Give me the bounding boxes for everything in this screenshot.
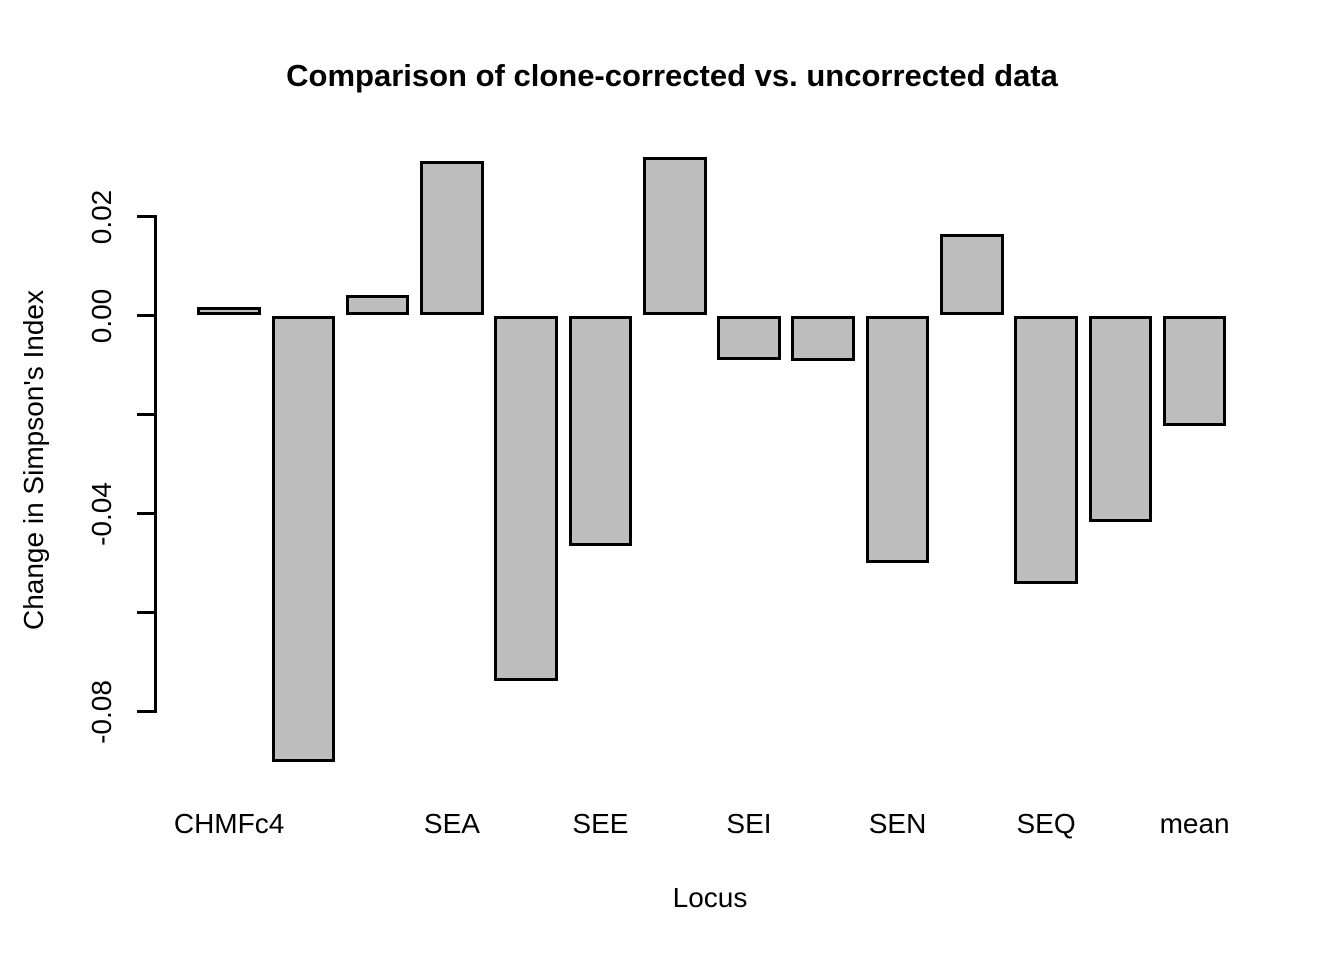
x-tick-label-SEE: SEE [572, 808, 629, 839]
y-axis-tick [137, 215, 154, 218]
y-tick-label: 0.02 [86, 189, 117, 244]
chart-title: Comparison of clone-corrected vs. uncorr… [286, 58, 1058, 93]
bar [1088, 315, 1153, 523]
y-axis-tick [137, 413, 154, 416]
x-tick-label-SEN: SEN [868, 808, 927, 839]
bar-mean [1162, 315, 1227, 426]
x-tick-label-SEQ: SEQ [1016, 808, 1076, 839]
bar [345, 294, 410, 316]
y-axis-tick [137, 611, 154, 614]
x-tick-label-SEI: SEI [726, 808, 772, 839]
x-axis-label: Locus [672, 882, 748, 913]
y-axis-tick [137, 314, 154, 317]
x-tick-label-SEA: SEA [423, 808, 480, 839]
bar [791, 315, 856, 362]
y-tick-label: 0.00 [86, 288, 117, 343]
bar-SEA [420, 161, 484, 316]
bar-SEI [717, 315, 781, 361]
y-tick-label: -0.04 [86, 481, 117, 546]
bar-CHMFc4 [197, 307, 261, 316]
bar [940, 234, 1004, 316]
bar [494, 315, 558, 682]
x-tick-label-mean: mean [1159, 808, 1230, 839]
bar [642, 157, 707, 316]
bar [271, 315, 336, 763]
y-axis-tick [137, 710, 154, 713]
y-tick-label: -0.08 [86, 679, 117, 744]
bar-SEE [568, 315, 633, 546]
y-axis-tick [137, 512, 154, 515]
y-axis-label: Change in Simpson's Index [18, 290, 49, 630]
y-axis-line [154, 215, 157, 713]
bar-SEQ [1014, 315, 1078, 585]
bar-SEN [865, 315, 930, 563]
x-tick-label-CHMFc4: CHMFc4 [173, 808, 285, 839]
